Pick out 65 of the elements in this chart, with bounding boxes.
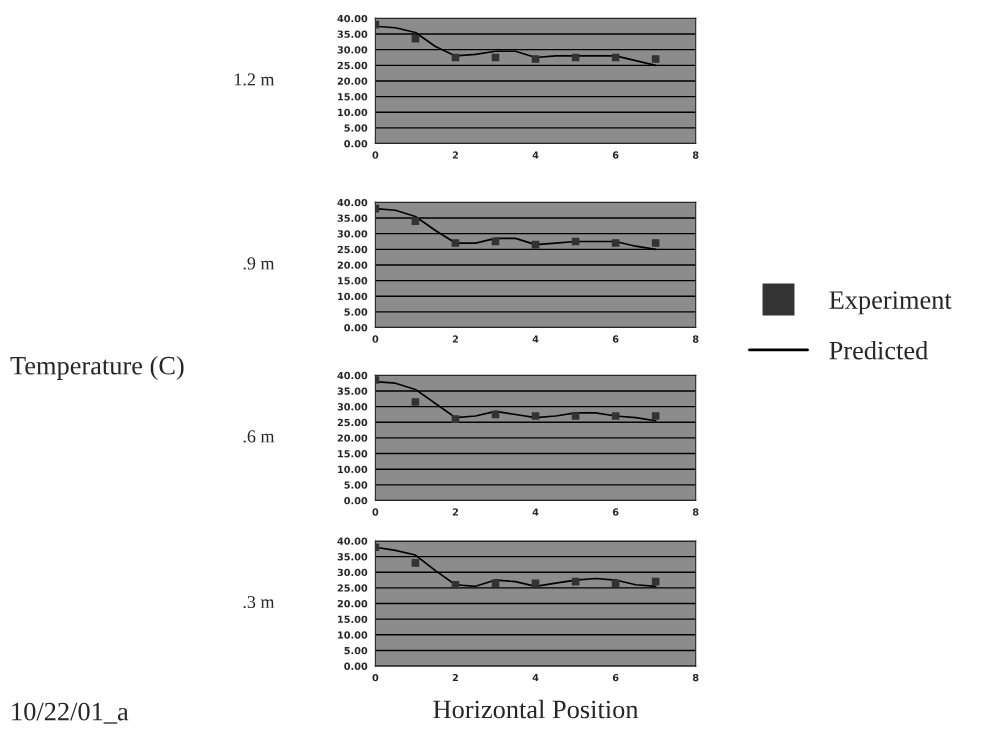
legend-label: Experiment (829, 291, 952, 315)
y-axis-title: 1.2 m (234, 73, 275, 86)
y-tick-label: 25.00 (337, 245, 368, 254)
text: 10/22/01_a (12, 702, 129, 724)
y-tick-label: 35.00 (337, 387, 368, 395)
y-tick-label: 30.00 (337, 46, 368, 54)
y-tick-label: 40.00 (337, 198, 368, 207)
y-tick-label: 0.00 (344, 496, 368, 505)
x-tick-label: 2 (452, 673, 458, 682)
y-tick-label: 30.00 (337, 403, 368, 411)
x-tick-label: 8 (692, 673, 699, 682)
y-tick-label: 40.00 (337, 14, 368, 23)
x-tick-label: 6 (612, 151, 619, 159)
y-tick-label: 0.00 (344, 662, 368, 670)
x-tick-label: 2 (452, 151, 458, 159)
y-tick-label: 40.00 (337, 537, 368, 545)
x-tick-label: 0 (372, 335, 379, 343)
x-tick-label: 2 (452, 335, 458, 343)
y-tick-label: 15.00 (338, 93, 368, 101)
y-tick-label: 35.00 (337, 214, 368, 222)
x-tick-label: 6 (612, 508, 619, 516)
x-tick-label: 0 (372, 151, 379, 159)
y-tick-label: 35.00 (337, 30, 368, 38)
y-tick-label: 5.00 (344, 308, 368, 316)
x-tick-label: 8 (692, 508, 699, 516)
y-tick-label: 10.00 (338, 108, 368, 117)
y-tick-label: 35.00 (337, 553, 368, 561)
y-tick-label: 10.00 (338, 292, 368, 301)
y-tick-label: 20.00 (337, 77, 368, 85)
y-axis-title: .3 m (243, 595, 275, 609)
x-tick-label: 6 (612, 335, 619, 343)
x-tick-label: 6 (612, 673, 619, 682)
x-tick-label: 0 (372, 673, 379, 682)
x-tick-label: 4 (532, 151, 539, 159)
y-tick-label: 0.00 (344, 324, 368, 332)
x-tick-label: 4 (532, 335, 539, 343)
y-tick-label: 15.00 (338, 277, 368, 285)
y-tick-label: 15.00 (338, 450, 368, 458)
y-tick-label: 30.00 (337, 568, 368, 577)
x-tick-label: 8 (692, 151, 699, 159)
y-tick-label: 20.00 (337, 600, 368, 608)
y-tick-label: 5.00 (344, 124, 368, 132)
y-tick-label: 30.00 (337, 230, 368, 238)
y-tick-label: 15.00 (338, 615, 368, 623)
text: Temperature (C) (10, 356, 184, 380)
y-tick-label: 5.00 (344, 481, 368, 489)
y-tick-label: 20.00 (337, 434, 368, 442)
y-tick-label: 40.00 (337, 371, 368, 380)
y-tick-label: 25.00 (337, 61, 368, 70)
x-tick-label: 8 (692, 335, 699, 343)
x-tick-label: 0 (372, 508, 379, 516)
y-tick-label: 20.00 (337, 261, 368, 269)
y-tick-label: 25.00 (337, 418, 368, 427)
legend-label: Predicted (829, 340, 928, 360)
y-axis-title: .9 m (243, 257, 275, 270)
y-axis-title: .6 m (243, 430, 275, 443)
y-tick-label: 0.00 (344, 140, 368, 148)
y-tick-label: 5.00 (344, 646, 368, 655)
x-tick-label: 4 (532, 674, 539, 682)
y-tick-label: 10.00 (338, 465, 368, 474)
x-axis-title: Horizontal Position (433, 699, 639, 719)
x-tick-label: 4 (532, 508, 539, 516)
x-tick-label: 2 (452, 508, 458, 516)
y-tick-label: 25.00 (337, 584, 368, 592)
y-tick-label: 10.00 (338, 631, 368, 639)
